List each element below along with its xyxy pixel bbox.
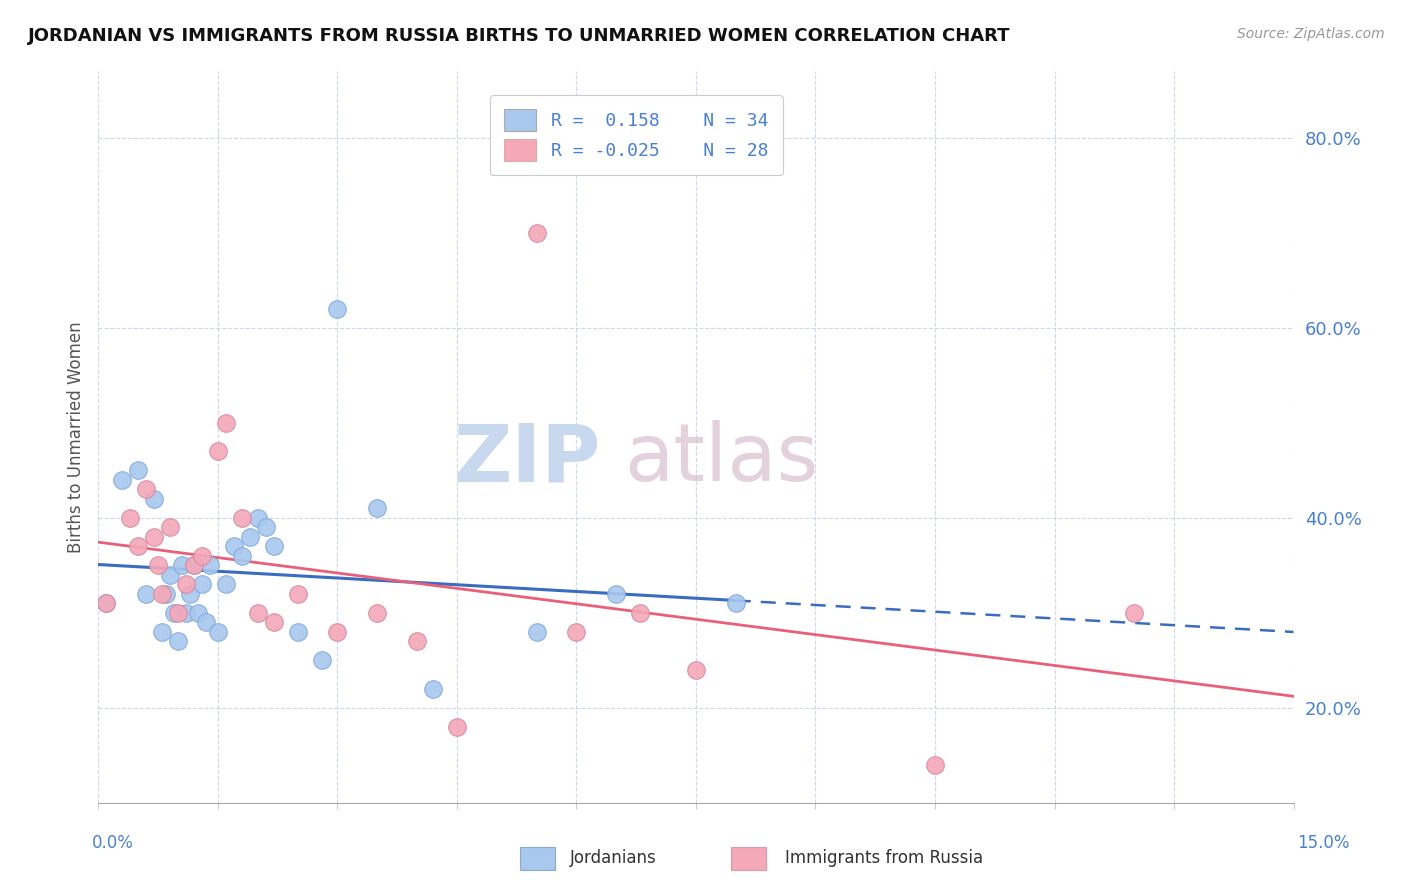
Point [724, 596, 747, 610]
Point [263, 615, 285, 630]
Point [685, 663, 707, 677]
Point [231, 511, 253, 525]
Point [174, 577, 197, 591]
Text: Jordanians: Jordanians [569, 849, 657, 867]
Point [167, 634, 190, 648]
Text: 15.0%: 15.0% [1298, 834, 1350, 852]
Point [207, 624, 229, 639]
Text: Immigrants from Russia: Immigrants from Russia [785, 849, 983, 867]
Point [191, 577, 214, 591]
Point [254, 520, 277, 534]
Point [366, 501, 388, 516]
Point [628, 606, 651, 620]
Point [446, 720, 468, 734]
Point [287, 624, 309, 639]
Text: 0.0%: 0.0% [91, 834, 134, 852]
Point [183, 558, 205, 573]
Point [143, 491, 166, 506]
Point [191, 549, 214, 563]
Point [159, 520, 181, 534]
Point [326, 624, 349, 639]
Point [150, 587, 173, 601]
Point [163, 606, 186, 620]
Point [246, 511, 269, 525]
Point [1123, 606, 1146, 620]
Point [326, 301, 349, 316]
Point [96, 596, 118, 610]
Point [127, 539, 149, 553]
Point [207, 444, 229, 458]
Text: Source: ZipAtlas.com: Source: ZipAtlas.com [1237, 27, 1385, 41]
Point [135, 483, 157, 497]
Text: ZIP: ZIP [453, 420, 600, 498]
Point [96, 596, 118, 610]
Point [215, 577, 238, 591]
Point [195, 615, 218, 630]
Point [167, 606, 190, 620]
Text: JORDANIAN VS IMMIGRANTS FROM RUSSIA BIRTHS TO UNMARRIED WOMEN CORRELATION CHART: JORDANIAN VS IMMIGRANTS FROM RUSSIA BIRT… [28, 27, 1011, 45]
Point [565, 624, 588, 639]
Point [150, 624, 173, 639]
Point [406, 634, 429, 648]
Point [198, 558, 221, 573]
Point [174, 606, 197, 620]
Point [526, 226, 548, 240]
Point [172, 558, 194, 573]
Point [215, 416, 238, 430]
Point [924, 757, 946, 772]
Point [422, 681, 444, 696]
Point [311, 653, 333, 667]
Point [246, 606, 269, 620]
Point [135, 587, 157, 601]
Point [187, 606, 209, 620]
Point [287, 587, 309, 601]
Point [159, 567, 181, 582]
Text: atlas: atlas [624, 420, 818, 498]
Point [111, 473, 134, 487]
Legend: R =  0.158    N = 34, R = -0.025    N = 28: R = 0.158 N = 34, R = -0.025 N = 28 [489, 95, 783, 175]
Point [155, 587, 177, 601]
Point [231, 549, 253, 563]
Point [526, 624, 548, 639]
Y-axis label: Births to Unmarried Women: Births to Unmarried Women [66, 321, 84, 553]
Point [605, 587, 627, 601]
Point [222, 539, 245, 553]
Point [183, 558, 205, 573]
Point [120, 511, 142, 525]
Point [127, 463, 149, 477]
Point [239, 530, 262, 544]
Point [263, 539, 285, 553]
Point [179, 587, 201, 601]
Point [366, 606, 388, 620]
Point [148, 558, 170, 573]
Point [143, 530, 166, 544]
